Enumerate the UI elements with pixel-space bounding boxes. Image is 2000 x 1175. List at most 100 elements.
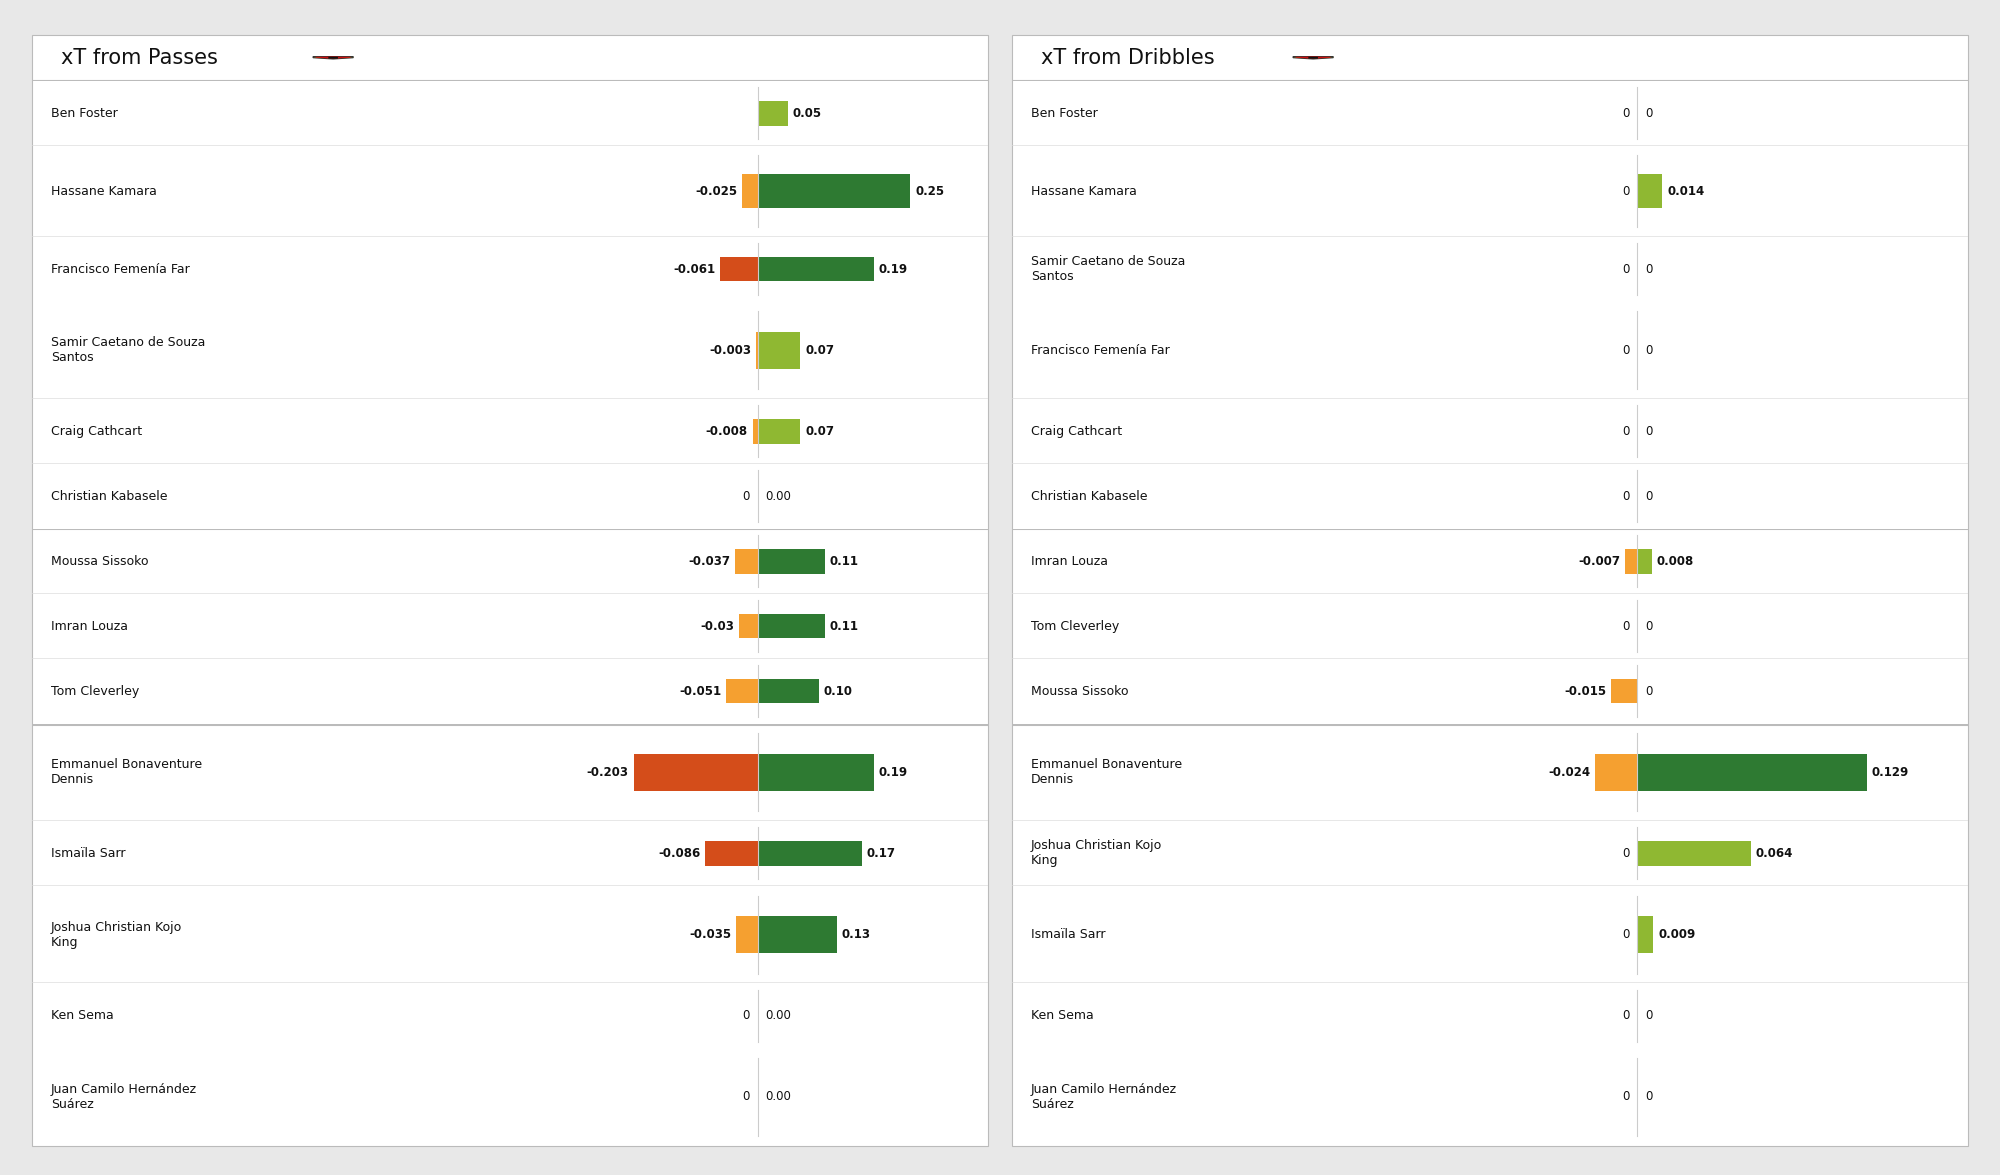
Polygon shape: [1296, 56, 1330, 59]
Text: 0: 0: [1646, 107, 1652, 120]
Bar: [1638, 841, 1752, 866]
Bar: [758, 916, 838, 953]
Bar: [720, 256, 758, 281]
Text: -0.025: -0.025: [696, 184, 738, 197]
Bar: [1638, 753, 1866, 791]
Text: 0: 0: [742, 490, 750, 503]
Text: -0.035: -0.035: [690, 928, 732, 941]
Text: Joshua Christian Kojo
King: Joshua Christian Kojo King: [52, 920, 182, 948]
Text: 0.064: 0.064: [1756, 847, 1794, 860]
Text: Juan Camilo Hernández
Suárez: Juan Camilo Hernández Suárez: [52, 1083, 198, 1110]
Text: 0: 0: [1622, 1009, 1630, 1022]
Text: Joshua Christian Kojo
King: Joshua Christian Kojo King: [1032, 839, 1162, 867]
Text: 0.11: 0.11: [830, 555, 858, 568]
Text: Tom Cleverley: Tom Cleverley: [1032, 619, 1120, 632]
Text: Christian Kabasele: Christian Kabasele: [1032, 490, 1148, 503]
Text: 0: 0: [1646, 1009, 1652, 1022]
Bar: [758, 549, 824, 573]
Text: 0.00: 0.00: [766, 1090, 792, 1103]
Bar: [758, 331, 800, 369]
Bar: [1626, 549, 1638, 573]
Text: 0.25: 0.25: [916, 184, 944, 197]
Text: -0.003: -0.003: [710, 343, 752, 357]
Bar: [1638, 174, 1662, 208]
Text: 0: 0: [742, 1009, 750, 1022]
Text: 0: 0: [1646, 490, 1652, 503]
Text: 0: 0: [1622, 1090, 1630, 1103]
Text: 0: 0: [1646, 425, 1652, 438]
Text: Ismaïla Sarr: Ismaïla Sarr: [52, 847, 126, 860]
Text: 0.10: 0.10: [824, 685, 852, 698]
Text: -0.007: -0.007: [1578, 555, 1620, 568]
Polygon shape: [328, 56, 338, 59]
Text: -0.051: -0.051: [680, 685, 722, 698]
Text: Hassane Kamara: Hassane Kamara: [1032, 184, 1136, 197]
Bar: [752, 419, 758, 444]
Text: Ben Foster: Ben Foster: [1032, 107, 1098, 120]
Text: Samir Caetano de Souza
Santos: Samir Caetano de Souza Santos: [1032, 255, 1186, 283]
Text: 0.00: 0.00: [766, 490, 792, 503]
Text: 0.008: 0.008: [1656, 555, 1694, 568]
Text: -0.037: -0.037: [688, 555, 730, 568]
Text: 0: 0: [1646, 1090, 1652, 1103]
Text: Samir Caetano de Souza
Santos: Samir Caetano de Souza Santos: [52, 336, 206, 364]
Bar: [1594, 753, 1638, 791]
Text: Hassane Kamara: Hassane Kamara: [52, 184, 156, 197]
Text: Imran Louza: Imran Louza: [1032, 555, 1108, 568]
Text: -0.203: -0.203: [586, 766, 628, 779]
Bar: [634, 753, 758, 791]
Text: 0.19: 0.19: [878, 262, 908, 275]
Text: Moussa Sissoko: Moussa Sissoko: [1032, 685, 1128, 698]
Text: Francisco Femenía Far: Francisco Femenía Far: [52, 262, 190, 275]
Text: 0.009: 0.009: [1658, 928, 1696, 941]
Text: Ismaïla Sarr: Ismaïla Sarr: [1032, 928, 1106, 941]
Bar: [1638, 549, 1652, 573]
Text: xT from Passes: xT from Passes: [60, 48, 218, 68]
Bar: [758, 419, 800, 444]
Text: Emmanuel Bonaventure
Dennis: Emmanuel Bonaventure Dennis: [1032, 758, 1182, 786]
Polygon shape: [1308, 56, 1318, 59]
Text: xT from Dribbles: xT from Dribbles: [1040, 48, 1214, 68]
Text: 0.07: 0.07: [806, 343, 834, 357]
Text: Ben Foster: Ben Foster: [52, 107, 118, 120]
Text: 0.129: 0.129: [1872, 766, 1908, 779]
Bar: [758, 679, 818, 704]
Text: Moussa Sissoko: Moussa Sissoko: [52, 555, 148, 568]
Bar: [736, 916, 758, 953]
Text: 0: 0: [1646, 619, 1652, 632]
Bar: [1610, 679, 1638, 704]
Text: -0.03: -0.03: [700, 619, 734, 632]
Text: Craig Cathcart: Craig Cathcart: [1032, 425, 1122, 438]
Polygon shape: [1294, 56, 1334, 59]
Text: 0.19: 0.19: [878, 766, 908, 779]
Text: 0: 0: [1646, 685, 1652, 698]
Bar: [1638, 916, 1654, 953]
Bar: [758, 841, 862, 866]
Text: 0: 0: [1646, 262, 1652, 275]
Text: -0.061: -0.061: [674, 262, 716, 275]
Text: Ken Sema: Ken Sema: [52, 1009, 114, 1022]
Bar: [706, 841, 758, 866]
Text: 0.11: 0.11: [830, 619, 858, 632]
Text: -0.024: -0.024: [1548, 766, 1590, 779]
Text: 0.17: 0.17: [866, 847, 896, 860]
Bar: [726, 679, 758, 704]
Text: 0: 0: [1622, 107, 1630, 120]
Text: Imran Louza: Imran Louza: [52, 619, 128, 632]
Text: 0.05: 0.05: [792, 107, 822, 120]
Text: Christian Kabasele: Christian Kabasele: [52, 490, 168, 503]
Text: -0.008: -0.008: [706, 425, 748, 438]
Text: 0: 0: [1622, 425, 1630, 438]
Text: 0: 0: [1622, 619, 1630, 632]
Text: -0.086: -0.086: [658, 847, 700, 860]
Text: 0: 0: [1622, 847, 1630, 860]
Text: 0.014: 0.014: [1668, 184, 1704, 197]
Text: 0: 0: [1622, 928, 1630, 941]
Bar: [758, 101, 788, 126]
Text: 0: 0: [1622, 343, 1630, 357]
Text: Juan Camilo Hernández
Suárez: Juan Camilo Hernández Suárez: [1032, 1083, 1178, 1110]
Text: 0: 0: [1622, 184, 1630, 197]
Text: 0.07: 0.07: [806, 425, 834, 438]
Bar: [736, 549, 758, 573]
Polygon shape: [314, 56, 354, 59]
